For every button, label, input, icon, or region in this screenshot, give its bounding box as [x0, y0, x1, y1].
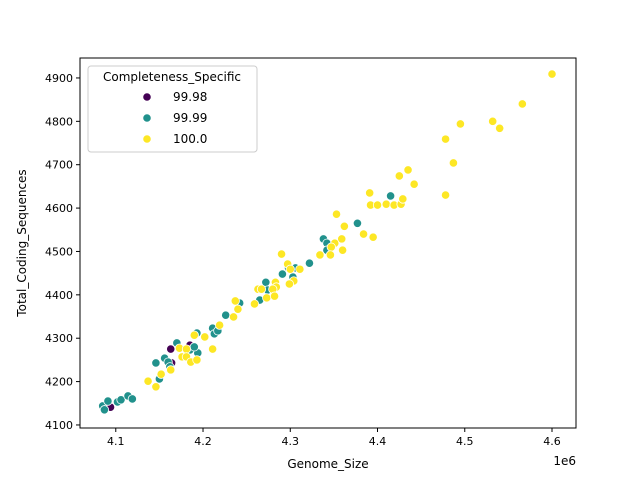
- point-100.0: [262, 293, 272, 303]
- point-100.0: [368, 232, 378, 242]
- point-100.0: [326, 242, 336, 252]
- x-tick-label: 4.3: [282, 435, 300, 448]
- point-99.99: [221, 310, 231, 320]
- y-axis-label: Total_Coding_Sequences: [15, 169, 29, 317]
- point-100.0: [233, 304, 243, 314]
- point-100.0: [276, 249, 287, 259]
- x-tick-label: 4.6: [543, 435, 561, 448]
- legend-marker: [142, 113, 152, 123]
- point-99.99: [116, 395, 126, 405]
- point-99.99: [99, 405, 110, 415]
- legend-label: 100.0: [173, 132, 207, 146]
- legend-label: 99.99: [173, 111, 207, 125]
- y-tick-label: 4600: [45, 202, 73, 215]
- point-100.0: [285, 264, 295, 274]
- point-100.0: [200, 332, 210, 342]
- point-100.0: [269, 291, 280, 301]
- point-100.0: [331, 209, 342, 219]
- point-99.99: [103, 396, 113, 406]
- point-100.0: [143, 376, 153, 386]
- x-tick-label: 4.2: [194, 435, 212, 448]
- point-100.0: [295, 264, 305, 274]
- point-100.0: [151, 382, 161, 392]
- point-100.0: [230, 296, 240, 306]
- point-100.0: [381, 199, 391, 209]
- point-100.0: [495, 123, 505, 133]
- point-100.0: [409, 179, 419, 189]
- point-100.0: [455, 119, 465, 129]
- point-100.0: [208, 344, 218, 354]
- point-100.0: [325, 250, 335, 260]
- point-100.0: [249, 299, 260, 309]
- point-100.0: [440, 190, 451, 200]
- point-100.0: [517, 99, 527, 109]
- point-99.99: [352, 218, 363, 228]
- legend-title: Completeness_Specific: [103, 70, 241, 84]
- point-100.0: [440, 134, 451, 144]
- point-100.0: [181, 344, 192, 354]
- point-100.0: [256, 284, 267, 294]
- x-tick-label: 4.5: [456, 435, 474, 448]
- legend-marker: [142, 134, 152, 144]
- point-100.0: [156, 369, 166, 379]
- point-100.0: [365, 188, 375, 198]
- y-tick-label: 4800: [45, 115, 73, 128]
- x-axis: 4.1 4.2 4.3 4.4 4.5 4.6: [107, 428, 561, 448]
- x-tick-label: 4.1: [107, 435, 125, 448]
- point-100.0: [372, 200, 383, 210]
- y-tick-label: 4700: [45, 159, 73, 172]
- point-100.0: [166, 365, 176, 375]
- x-tick-label: 4.4: [369, 435, 387, 448]
- point-100.0: [403, 165, 413, 175]
- point-100.0: [189, 330, 199, 340]
- y-tick-label: 4300: [45, 332, 73, 345]
- y-tick-label: 4500: [45, 245, 73, 258]
- point-100.0: [337, 234, 347, 244]
- point-100.0: [315, 250, 325, 260]
- point-100.0: [192, 355, 202, 365]
- point-99.99: [277, 269, 288, 279]
- y-tick-label: 4400: [45, 289, 73, 302]
- legend: Completeness_Specific 99.98 99.99 100.0: [87, 65, 258, 153]
- point-100.0: [214, 320, 225, 330]
- y-axis: 4100 4200 4300 4400 4500 4600 4700 4800 4900: [45, 72, 80, 432]
- point-100.0: [547, 69, 557, 79]
- legend-marker: [142, 92, 152, 102]
- point-100.0: [339, 221, 349, 231]
- points-layer: [98, 69, 557, 415]
- point-99.99: [151, 358, 161, 368]
- point-100.0: [338, 245, 348, 255]
- y-tick-label: 4100: [45, 419, 73, 432]
- point-99.99: [304, 258, 315, 268]
- point-100.0: [394, 171, 404, 181]
- point-100.0: [228, 312, 239, 322]
- axes-frame: [79, 57, 577, 429]
- point-100.0: [284, 279, 294, 289]
- point-99.98: [166, 344, 176, 354]
- x-axis-label: Genome_Size: [287, 457, 368, 471]
- point-100.0: [488, 116, 498, 126]
- point-99.99: [189, 342, 199, 352]
- x-offset-label: 1e6: [553, 454, 576, 468]
- point-99.99: [385, 191, 396, 201]
- point-100.0: [398, 194, 408, 204]
- legend-box: [87, 65, 258, 153]
- point-99.99: [127, 394, 137, 404]
- point-100.0: [448, 158, 459, 168]
- y-tick-label: 4200: [45, 376, 73, 389]
- legend-items: 99.98 99.99 100.0: [142, 90, 207, 146]
- y-tick-label: 4900: [45, 72, 73, 85]
- point-100.0: [358, 229, 369, 239]
- legend-label: 99.98: [173, 90, 207, 104]
